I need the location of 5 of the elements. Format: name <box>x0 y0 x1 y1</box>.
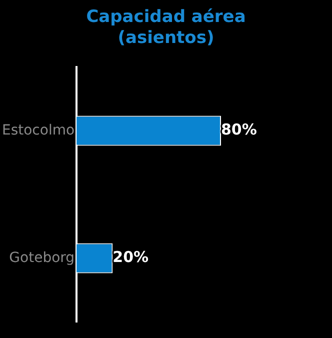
data-label: 80% <box>221 120 257 139</box>
y-tick-label: Estocolmo <box>2 122 75 138</box>
chart-title: Capacidad aérea (asientos) <box>85 6 247 48</box>
data-label: 20% <box>112 248 149 266</box>
y-tick-label: Goteborg <box>9 250 75 266</box>
